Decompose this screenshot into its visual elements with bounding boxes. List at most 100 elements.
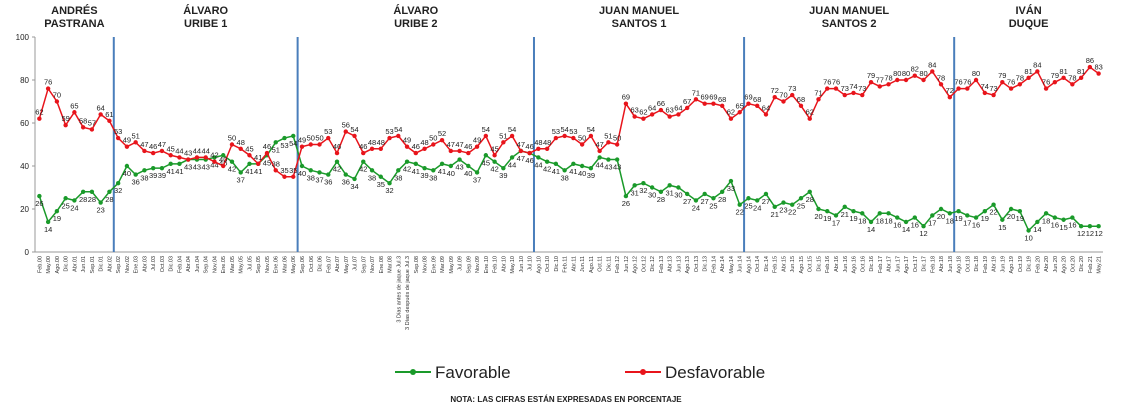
data-label: 50 <box>613 134 621 143</box>
data-label: 20 <box>1007 212 1015 221</box>
data-label: 39 <box>149 171 157 180</box>
era-label: ÁLVARO <box>393 4 438 17</box>
point <box>422 165 427 171</box>
data-label: 74 <box>981 82 989 91</box>
point <box>133 172 138 177</box>
data-label: 36 <box>342 178 350 187</box>
data-label: 17 <box>832 218 840 227</box>
data-label: 62 <box>727 108 735 117</box>
data-label: 53 <box>280 141 288 150</box>
data-label: 23 <box>96 206 104 215</box>
point <box>728 116 734 121</box>
point <box>1078 224 1084 229</box>
data-label: 48 <box>368 138 376 147</box>
x-tick-label: Oct.11 <box>598 256 604 272</box>
data-label: 81 <box>1077 67 1085 76</box>
point <box>842 204 847 210</box>
point <box>973 77 979 83</box>
data-label: 12 <box>1077 229 1085 238</box>
x-tick-label: Abr.03 <box>142 256 148 272</box>
point <box>728 178 734 184</box>
data-label: 61 <box>105 110 113 119</box>
x-tick-label: Dic.20 <box>1079 256 1085 272</box>
data-label: 53 <box>569 127 577 136</box>
point <box>947 211 953 216</box>
data-label: 45 <box>219 158 227 167</box>
data-label: 79 <box>867 71 875 80</box>
data-label: 76 <box>963 78 971 87</box>
data-label: 32 <box>385 186 393 195</box>
x-tick-label: Jun.04 <box>195 256 201 273</box>
point <box>1096 71 1101 76</box>
data-label: 27 <box>701 197 709 206</box>
era-label: SANTOS 2 <box>822 18 877 30</box>
point <box>1070 215 1075 220</box>
x-tick-label: Jun.11 <box>580 256 586 272</box>
x-tick-label: Ago.00 <box>55 256 61 273</box>
data-label: 44 <box>202 146 210 155</box>
x-tick-label: May.09 <box>449 256 455 274</box>
point <box>387 135 392 141</box>
point <box>1026 228 1031 233</box>
point <box>369 146 375 151</box>
x-tick-label: Nov.09 <box>475 256 481 273</box>
data-label: 43 <box>604 163 612 172</box>
legend-marker <box>410 369 416 375</box>
data-label: 46 <box>333 142 341 151</box>
data-label: 24 <box>692 203 700 212</box>
x-tick-label: Abr.15 <box>781 256 787 272</box>
point <box>168 153 173 158</box>
data-label: 50 <box>228 134 236 143</box>
x-tick-label: Jun.20 <box>1053 256 1059 273</box>
point <box>597 155 602 160</box>
point <box>80 125 86 130</box>
point <box>168 161 173 167</box>
data-label: 79 <box>998 71 1006 80</box>
x-tick-label: Ene.10 <box>484 256 490 273</box>
point <box>649 112 655 117</box>
x-tick-label: Feb.20 <box>1035 256 1041 273</box>
data-label: 73 <box>841 84 849 93</box>
data-label: 46 <box>525 142 533 151</box>
point <box>212 159 217 164</box>
point <box>737 110 742 115</box>
data-label: 42 <box>403 165 411 174</box>
data-label: 32 <box>639 186 647 195</box>
point <box>965 86 970 91</box>
point <box>334 159 340 164</box>
x-tick-label: Dic.03 <box>169 256 175 272</box>
data-label: 14 <box>44 225 52 234</box>
x-tick-label: Abr.07 <box>335 256 341 272</box>
data-label: 51 <box>604 131 612 140</box>
data-label: 20 <box>814 212 822 221</box>
data-label: 28 <box>657 195 665 204</box>
point <box>781 99 786 104</box>
x-tick-label: Abr.16 <box>834 256 840 272</box>
data-label: 49 <box>298 136 306 145</box>
data-label: 46 <box>359 142 367 151</box>
point <box>1035 219 1040 225</box>
data-label: 79 <box>1051 71 1059 80</box>
data-label: 47 <box>517 154 525 163</box>
x-tick-label: Ene.08 <box>379 256 385 273</box>
point <box>588 133 594 139</box>
data-label: 41 <box>412 167 420 176</box>
point <box>571 161 576 167</box>
data-label: 26 <box>35 199 43 208</box>
era-label: PASTRANA <box>44 18 104 30</box>
data-label: 38 <box>394 173 402 182</box>
x-tick-label: Oct.12 <box>641 256 647 272</box>
data-label: 69 <box>744 93 752 102</box>
point <box>833 213 839 218</box>
data-label: 23 <box>779 206 787 215</box>
point <box>299 144 305 149</box>
data-label: 20 <box>937 212 945 221</box>
data-label: 73 <box>989 84 997 93</box>
point <box>711 101 716 106</box>
data-label: 42 <box>210 151 218 160</box>
point <box>1096 224 1101 229</box>
x-tick-label: Dic.11 <box>606 256 612 271</box>
data-label: 69 <box>709 93 717 102</box>
data-label: 42 <box>228 165 236 174</box>
point <box>273 140 278 145</box>
